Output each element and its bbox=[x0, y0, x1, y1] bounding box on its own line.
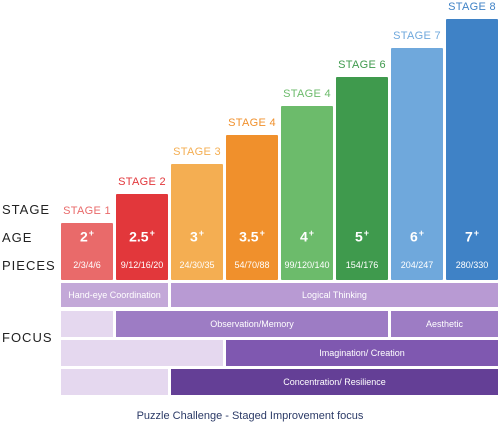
stage-age: 7+ bbox=[464, 228, 480, 245]
focus-band: Observation/Memory bbox=[116, 311, 388, 337]
focus-band: Aesthetic bbox=[391, 311, 498, 337]
stage-title: STAGE 2 bbox=[118, 176, 166, 188]
stage-pieces: 2/3/4/6 bbox=[73, 260, 101, 270]
stage-age: 5+ bbox=[354, 228, 370, 245]
stage-bar: 3.5+ 54/70/88 bbox=[226, 135, 278, 280]
stage-title: STAGE 4 bbox=[228, 117, 276, 129]
focus-band: Logical Thinking bbox=[171, 283, 498, 307]
stage-title: STAGE 8 bbox=[448, 1, 496, 13]
stage-title: STAGE 4 bbox=[283, 88, 331, 100]
focus-band: Concentration/ Resilience bbox=[171, 369, 498, 395]
row-label-pieces: PIECES bbox=[2, 258, 56, 273]
row-label-stage: STAGE bbox=[2, 202, 51, 217]
stage-pieces: 204/247 bbox=[400, 260, 434, 270]
focus-band bbox=[61, 369, 168, 395]
stage-title: STAGE 6 bbox=[338, 59, 386, 71]
stage-bar: 7+ 280/330 bbox=[446, 19, 498, 280]
stage-pieces: 280/330 bbox=[455, 260, 489, 270]
row-label-age: AGE bbox=[2, 230, 33, 245]
stage-age: 4+ bbox=[299, 228, 315, 245]
stage-bar: 5+ 154/176 bbox=[336, 77, 388, 280]
focus-band: Hand-eye Coordination bbox=[61, 283, 168, 307]
stage-bar: 2+ 2/3/4/6 bbox=[61, 223, 113, 280]
stage-pieces: 99/120/140 bbox=[284, 260, 330, 270]
diagram-caption: Puzzle Challenge - Staged Improvement fo… bbox=[136, 410, 364, 422]
stage-bar: 6+ 204/247 bbox=[391, 48, 443, 280]
stage-age: 3.5+ bbox=[239, 228, 265, 245]
stage-pieces: 54/70/88 bbox=[234, 260, 270, 270]
stage-pieces: 9/12/16/20 bbox=[120, 260, 164, 270]
stage-age: 2.5+ bbox=[129, 228, 155, 245]
focus-band: Imagination/ Creation bbox=[226, 340, 498, 366]
stage-bar: 2.5+ 9/12/16/20 bbox=[116, 194, 168, 280]
focus-band bbox=[61, 311, 113, 337]
stage-age: 6+ bbox=[409, 228, 425, 245]
stage-pieces: 24/30/35 bbox=[179, 260, 215, 270]
stage-title: STAGE 3 bbox=[173, 146, 221, 158]
stage-pieces: 154/176 bbox=[345, 260, 379, 270]
stage-bar: 4+ 99/120/140 bbox=[281, 106, 333, 280]
row-label-focus: FOCUS bbox=[2, 330, 53, 345]
stage-age: 3+ bbox=[189, 228, 205, 245]
stage-bar: 3+ 24/30/35 bbox=[171, 164, 223, 280]
focus-band bbox=[61, 340, 223, 366]
stage-age: 2+ bbox=[79, 228, 95, 245]
stage-title: STAGE 7 bbox=[393, 30, 441, 42]
stage-title: STAGE 1 bbox=[63, 205, 111, 217]
